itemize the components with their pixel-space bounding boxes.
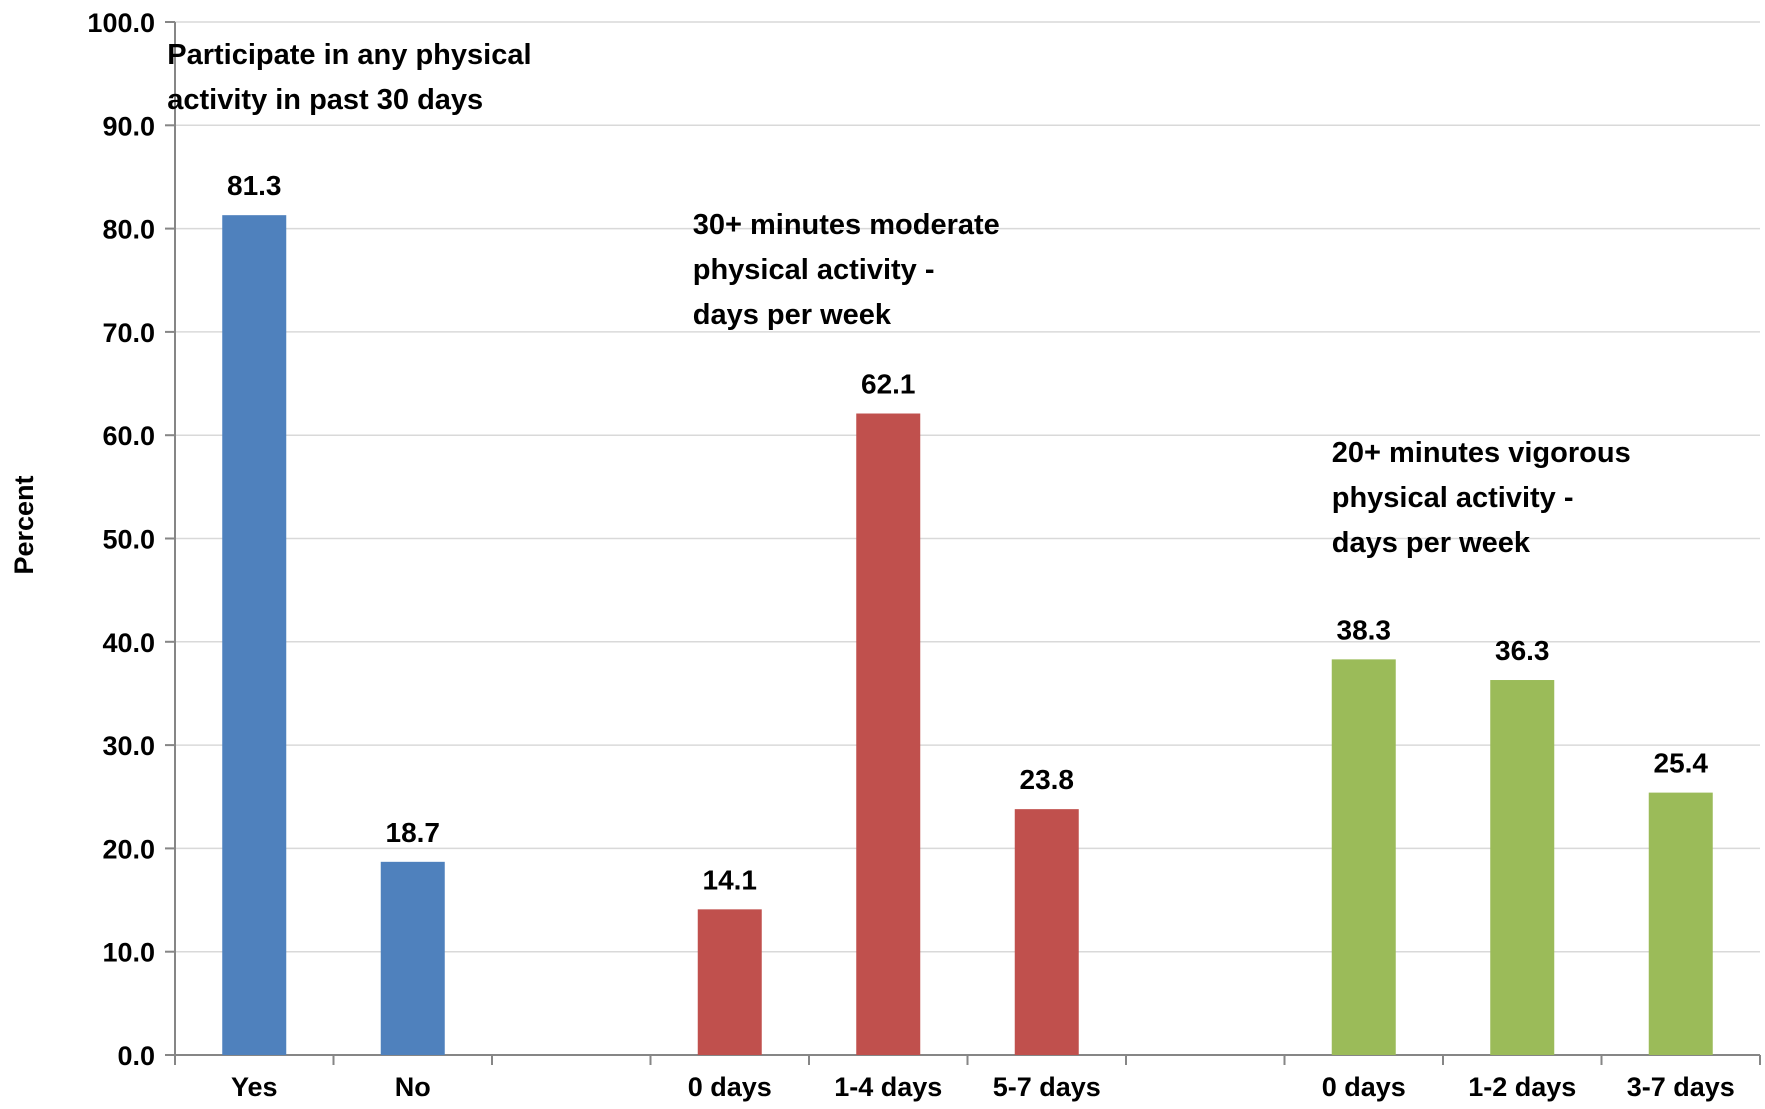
y-tick-label: 20.0 [102, 834, 155, 864]
annotation-line: 30+ minutes moderate [693, 209, 1000, 241]
data-labels: 81.3 18.7 14.1 62.1 23.8 38.3 36.3 25.4 [227, 170, 1708, 895]
bar [1331, 659, 1396, 1055]
bar [856, 413, 921, 1056]
y-tick-label: 70.0 [102, 318, 155, 348]
y-tick-label: 90.0 [102, 111, 155, 141]
annotation-line: physical activity - [693, 254, 935, 286]
data-label: 25.4 [1654, 748, 1709, 779]
y-tick-label: 10.0 [102, 938, 155, 968]
group-annotation: 20+ minutes vigorous physical activity - d… [1332, 437, 1631, 559]
data-label: 18.7 [386, 817, 441, 848]
y-tick-label: 50.0 [102, 525, 155, 555]
y-tick-label: 40.0 [102, 628, 155, 658]
data-label: 23.8 [1020, 764, 1075, 795]
annotation-line: physical activity - [1332, 482, 1574, 514]
annotation-line: days per week [1332, 527, 1531, 559]
x-axis-labels: Yes No 0 days 1-4 days 5-7 days 0 days 1-2 day… [231, 1072, 1735, 1102]
y-axis-title: Percent [9, 475, 39, 574]
data-label: 38.3 [1337, 614, 1392, 645]
data-label: 62.1 [861, 369, 916, 400]
group-annotation: Participate in any physical activity in p… [167, 39, 531, 116]
bar [380, 861, 445, 1055]
x-tick-label: 0 days [688, 1072, 772, 1102]
y-tick-label: 0.0 [117, 1041, 155, 1071]
bar [1648, 792, 1713, 1055]
data-label: 36.3 [1495, 635, 1550, 666]
bar [1014, 809, 1079, 1055]
data-label: 81.3 [227, 170, 282, 201]
x-tick-label: 1-4 days [834, 1072, 942, 1102]
group-annotation: 30+ minutes moderate physical activity - d… [693, 209, 1000, 331]
bar [1490, 680, 1555, 1055]
bars [222, 215, 1713, 1056]
y-tick-label: 30.0 [102, 731, 155, 761]
gridlines [175, 21, 1760, 953]
annotation-line: days per week [693, 299, 892, 331]
y-axis-ticks: 0.0 10.0 20.0 30.0 40.0 50.0 60.0 70.0 80.0 90.0 1… [87, 8, 155, 1071]
y-tick-label: 60.0 [102, 421, 155, 451]
annotation-line: 20+ minutes vigorous [1332, 437, 1631, 469]
x-tick-label: Yes [231, 1072, 278, 1102]
data-label: 14.1 [703, 864, 758, 895]
y-tick-label: 80.0 [102, 215, 155, 245]
x-tick-label: 3-7 days [1627, 1072, 1735, 1102]
bar [222, 215, 287, 1055]
x-tick-label: 5-7 days [993, 1072, 1101, 1102]
x-tick-label: No [395, 1072, 431, 1102]
y-tick-label: 100.0 [87, 8, 155, 38]
x-tick-label: 1-2 days [1468, 1072, 1576, 1102]
bar [697, 909, 762, 1055]
group-annotations: Participate in any physical activity in p… [167, 39, 1630, 559]
annotation-line: Participate in any physical [167, 39, 531, 71]
x-tick-label: 0 days [1322, 1072, 1406, 1102]
annotation-line: activity in past 30 days [167, 84, 483, 116]
